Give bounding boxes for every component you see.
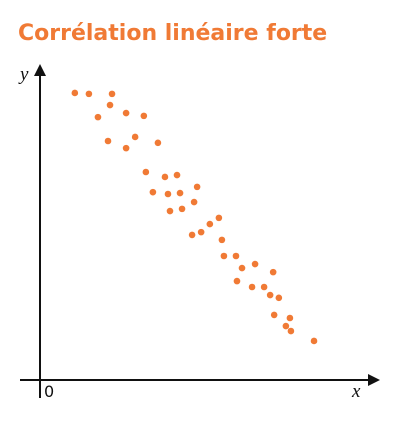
point bbox=[218, 236, 226, 244]
point bbox=[131, 133, 139, 141]
chart-title: Corrélation linéaire forte bbox=[18, 21, 327, 46]
point bbox=[178, 205, 186, 213]
point bbox=[173, 171, 181, 179]
point bbox=[122, 109, 130, 117]
x-arrow bbox=[368, 374, 380, 386]
point bbox=[149, 188, 157, 196]
y-axis-label: y bbox=[18, 64, 29, 85]
point bbox=[233, 277, 241, 285]
point bbox=[286, 314, 294, 322]
point bbox=[251, 260, 259, 268]
x-axis-label: x bbox=[351, 381, 361, 402]
y-arrow bbox=[34, 64, 46, 76]
point bbox=[166, 207, 174, 215]
point bbox=[215, 214, 223, 222]
point bbox=[122, 144, 130, 152]
point bbox=[154, 139, 162, 147]
point bbox=[248, 283, 256, 291]
point bbox=[104, 137, 112, 145]
point bbox=[188, 231, 196, 239]
point bbox=[190, 198, 198, 206]
point bbox=[270, 311, 278, 319]
point bbox=[287, 327, 295, 335]
point bbox=[71, 89, 79, 97]
point bbox=[164, 190, 172, 198]
point bbox=[282, 322, 290, 330]
point bbox=[269, 268, 277, 276]
point bbox=[193, 183, 201, 191]
point bbox=[310, 337, 318, 345]
point bbox=[232, 252, 240, 260]
point bbox=[140, 112, 148, 120]
point bbox=[85, 90, 93, 98]
point bbox=[94, 113, 102, 121]
x-tick-label: 0 bbox=[44, 382, 54, 401]
point bbox=[238, 264, 246, 272]
point bbox=[260, 283, 268, 291]
point bbox=[176, 189, 184, 197]
point bbox=[266, 291, 274, 299]
point bbox=[161, 173, 169, 181]
point bbox=[142, 168, 150, 176]
point bbox=[197, 228, 205, 236]
point bbox=[206, 220, 214, 228]
point bbox=[275, 294, 283, 302]
point bbox=[220, 252, 228, 260]
point bbox=[108, 90, 116, 98]
point bbox=[106, 101, 114, 109]
